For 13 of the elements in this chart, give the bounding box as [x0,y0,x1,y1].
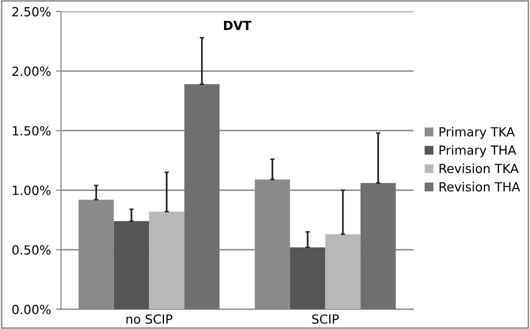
text: DVT [224,20,252,30]
legend-label: Primary TKA [440,126,515,139]
y-tick-label: 1.50% [12,126,51,136]
legend-label: Revision THA [440,182,520,192]
y-tick-label: 2.50% [12,6,51,16]
y-tick-label: 1.00% [12,186,51,196]
y-tick-label: 2.00% [12,66,51,76]
y-tick-label: 0.50% [12,245,51,255]
legend-label: Primary THA [440,145,516,158]
y-tick-label: 0.00% [12,304,51,314]
legend-label: Revision TKA [440,164,519,174]
x-tick-label: no SCIP [126,314,172,324]
x-tick-label: SCIP [312,314,339,324]
